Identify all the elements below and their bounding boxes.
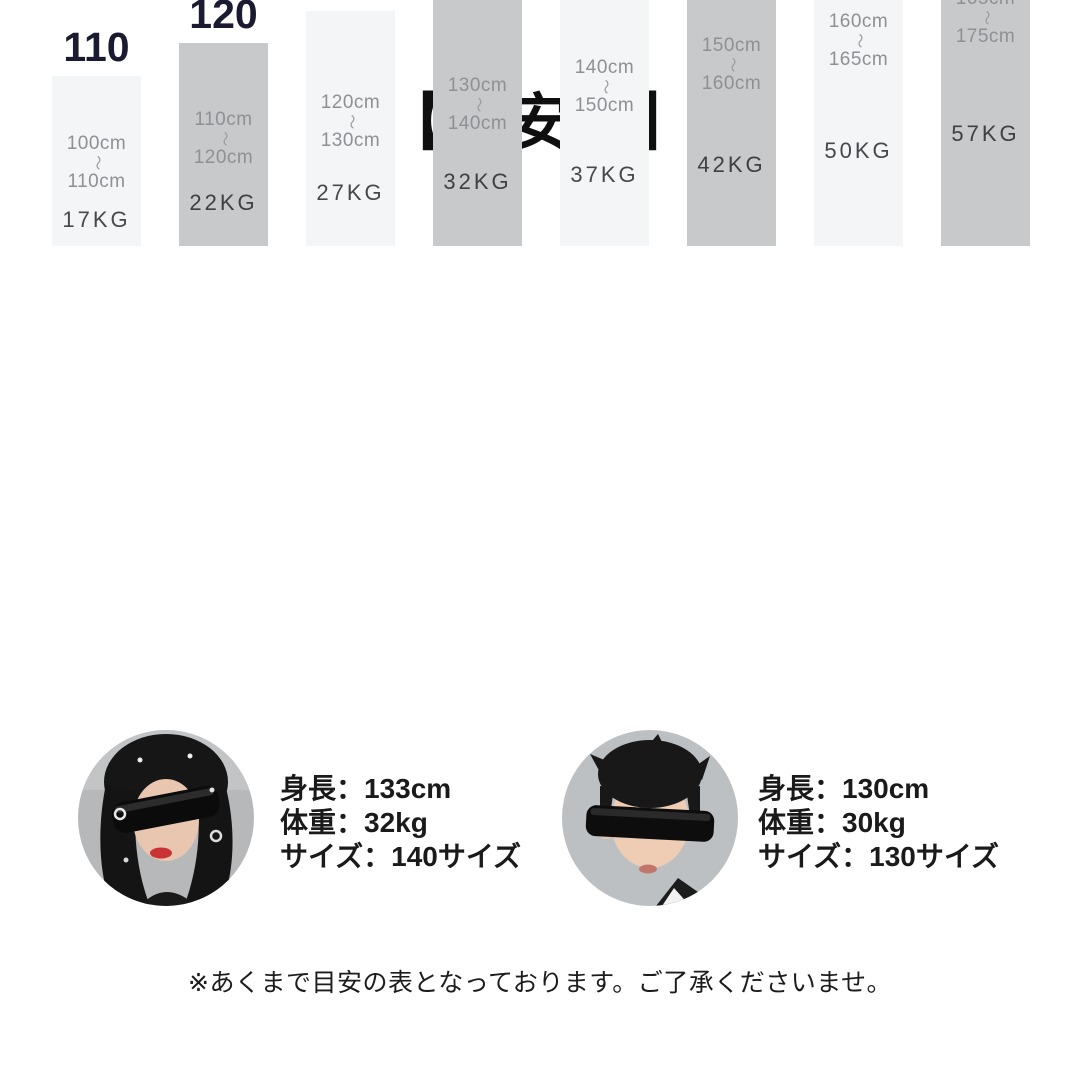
girl-with-visor-illustration [78, 730, 254, 906]
height-to: 150cm [574, 95, 635, 116]
weight-label: 37KG [570, 162, 639, 187]
range-separator: 〜 [215, 131, 233, 147]
height-range: 130cm 〜 140cm [433, 74, 522, 136]
size-bar: 140cm 〜 150cm 37KG [560, 0, 649, 246]
weight-label: 42KG [697, 152, 766, 177]
size-bar-group-150: 150 140cm 〜 150cm 37KG [560, 0, 649, 246]
height-from: 110cm [194, 109, 253, 130]
size-bar-group-110: 110 100cm 〜 110cm 17KG [52, 27, 141, 246]
height-from: 120cm [320, 92, 381, 113]
range-separator: 〜 [342, 114, 360, 130]
height-to: 130cm [320, 130, 381, 151]
range-separator: 〜 [469, 97, 487, 113]
height-to: 160cm [701, 73, 762, 94]
height-from: 160cm [828, 11, 889, 32]
model-photo-boy [562, 730, 738, 906]
size-bar-group-130: 130 120cm 〜 130cm 27KG [306, 0, 395, 246]
size-bar: 120cm 〜 130cm 27KG [306, 11, 395, 246]
size-label: 130 [316, 0, 384, 3]
model-height: 身長：130cm [758, 773, 930, 804]
height-from: 100cm [66, 133, 127, 154]
weight-label: 27KG [316, 180, 385, 205]
weight-label: 32KG [443, 169, 512, 194]
size-bar: 160cm 〜 165cm 50KG [814, 0, 903, 246]
height-range: 120cm 〜 130cm [306, 91, 395, 153]
weight-label: 17KG [62, 207, 131, 232]
size-bar-chart: 110 100cm 〜 110cm 17KG 120 110cm 〜 120cm… [52, 0, 1030, 246]
height-from: 130cm [447, 75, 508, 96]
model-height: 身長：133cm [280, 773, 452, 804]
height-range: 140cm 〜 150cm [560, 56, 649, 118]
range-separator: 〜 [850, 33, 868, 49]
weight-label: 50KG [824, 138, 893, 163]
height-to: 175cm [955, 26, 1016, 47]
model-info-girl: 身長：133cm 体重：32kg サイズ：140サイズ [280, 772, 521, 874]
size-bar: 130cm 〜 140cm 32KG [433, 0, 522, 246]
height-range: 160cm 〜 165cm [814, 10, 903, 72]
boy-with-visor-illustration [562, 730, 738, 906]
size-bar-group-120: 120 110cm 〜 120cm 22KG [179, 0, 268, 246]
size-bar-group-160: 160 150cm 〜 160cm 42KG [687, 0, 776, 246]
height-from: 165cm [956, 0, 1016, 11]
height-to: 165cm [828, 49, 889, 70]
model-weight: 体重：32kg [280, 807, 428, 838]
range-separator: 〜 [977, 10, 995, 26]
model-size: サイズ：140サイズ [280, 841, 522, 872]
model-weight: 体重：30kg [758, 807, 906, 838]
size-bar-group-180: 180 165cm 〜 175cm 57KG [941, 0, 1030, 246]
size-bar: 100cm 〜 110cm 17KG [52, 76, 141, 246]
size-bar-group-140: 140 130cm 〜 140cm 32KG [433, 0, 522, 246]
size-label: 110 [63, 24, 130, 70]
height-to: 110cm [67, 171, 126, 192]
height-to: 120cm [193, 147, 254, 168]
disclaimer-note: ※あくまで目安の表となっております。ご了承くださいませ。 [188, 969, 892, 997]
range-separator: 〜 [88, 155, 106, 171]
model-size: サイズ：130サイズ [758, 841, 1000, 872]
height-range: 110cm 〜 120cm [179, 108, 268, 170]
height-range: 150cm 〜 160cm [687, 34, 776, 96]
size-bar: 165cm 〜 175cm 57KG [941, 0, 1030, 246]
size-bar-group-170: 170 160cm 〜 165cm 50KG [814, 0, 903, 246]
height-from: 150cm [701, 35, 762, 56]
size-label: 120 [189, 0, 258, 37]
height-from: 140cm [574, 57, 635, 78]
size-bar: 150cm 〜 160cm 42KG [687, 0, 776, 246]
weight-label: 22KG [189, 190, 258, 215]
model-photo-girl [78, 730, 254, 906]
weight-label: 57KG [951, 121, 1020, 146]
range-separator: 〜 [596, 79, 614, 95]
range-separator: 〜 [723, 57, 741, 73]
size-bar: 110cm 〜 120cm 22KG [179, 43, 268, 246]
model-info-boy: 身長：130cm 体重：30kg サイズ：130サイズ [758, 772, 999, 874]
height-range: 165cm 〜 175cm [941, 0, 1030, 49]
height-to: 140cm [447, 113, 508, 134]
height-range: 100cm 〜 110cm [52, 132, 141, 194]
